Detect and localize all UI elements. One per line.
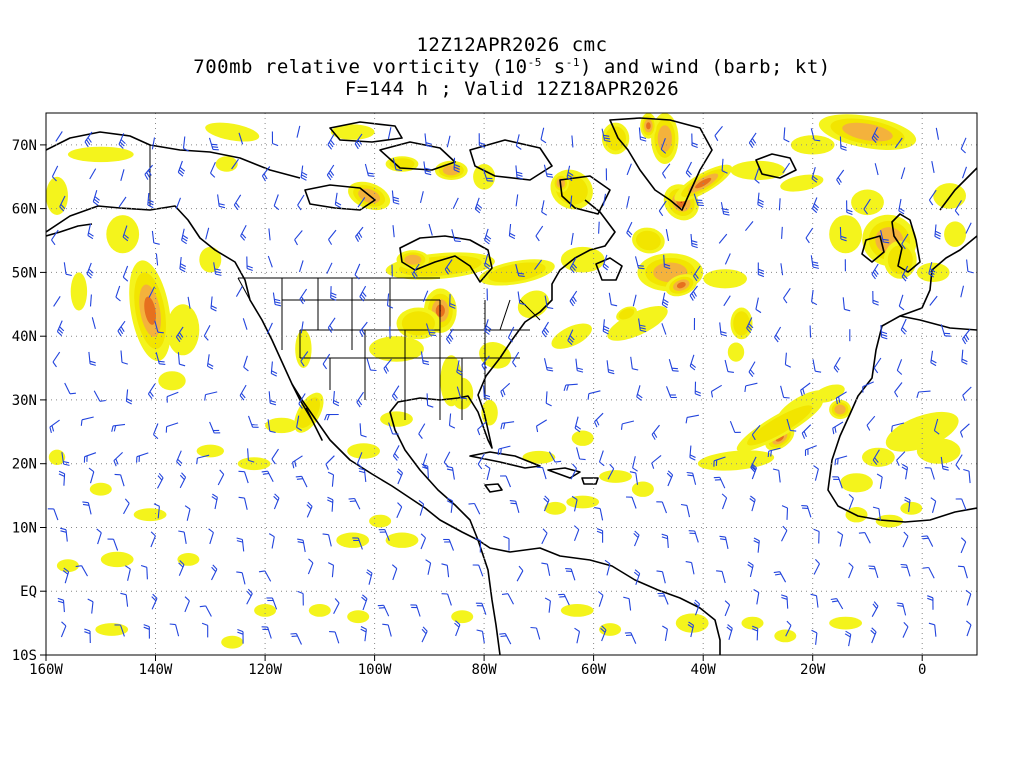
x-tick-label: 40W xyxy=(691,662,717,678)
title-line-2-mid: s xyxy=(541,56,566,78)
title-exp-1: -5 xyxy=(527,56,542,69)
x-tick-label: 20W xyxy=(800,662,826,678)
y-tick-label: 60N xyxy=(12,202,37,218)
title-exp-2: -1 xyxy=(565,56,580,69)
plot-frame xyxy=(45,112,978,656)
x-tick-label: 60W xyxy=(581,662,607,678)
y-tick-label: 30N xyxy=(12,393,37,409)
x-tick-label: 140W xyxy=(139,662,173,678)
title-line-2-prefix: 700mb relative vorticity (10 xyxy=(193,56,528,78)
y-tick-label: 50N xyxy=(12,265,37,281)
y-tick-label: EQ xyxy=(20,584,37,600)
x-tick-label: 0 xyxy=(918,662,926,678)
coastlines xyxy=(46,117,977,655)
y-tick-label: 10N xyxy=(12,521,37,537)
title-line-3: F=144 h ; Valid 12Z18APR2026 xyxy=(344,78,680,100)
x-tick-label: 100W xyxy=(358,662,392,678)
x-tick-label: 160W xyxy=(29,662,63,678)
y-tick-label: 40N xyxy=(12,329,37,345)
axis-ticks: 160W 140W 120W 100W 80W 60W 40W 20W 0 70N 60N 50N 40… xyxy=(12,138,927,678)
plot-background xyxy=(46,113,977,655)
x-tick-label: 120W xyxy=(248,662,282,678)
y-tick-label: 70N xyxy=(12,138,37,154)
x-tick-label: 80W xyxy=(471,662,497,678)
wind-barbs xyxy=(47,125,974,647)
title-line-1: 12Z12APR2026 cmc xyxy=(416,34,608,56)
title-line-2-suffix: ) and wind (barb; kt) xyxy=(579,56,831,78)
chart-title: 12Z12APR2026 cmc 700mb relative vorticit… xyxy=(0,34,1024,100)
y-tick-label: 10S xyxy=(12,648,37,664)
y-tick-label: 20N xyxy=(12,457,37,473)
title-line-2: 700mb relative vorticity (10-5 s-1) and … xyxy=(0,56,1024,78)
lat-lon-grid xyxy=(46,113,977,655)
